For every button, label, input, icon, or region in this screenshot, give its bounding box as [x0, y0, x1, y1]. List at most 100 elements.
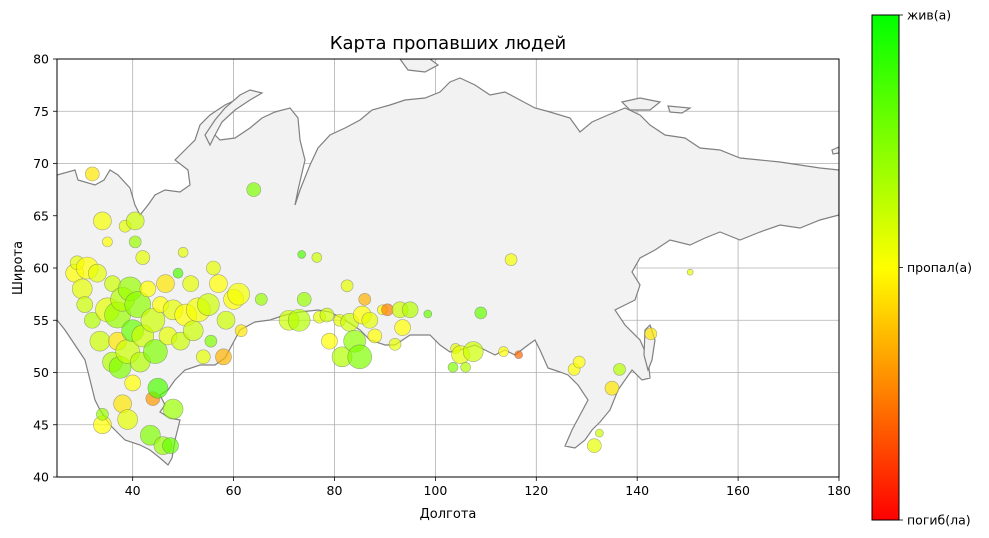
y-axis-label: Широта [11, 241, 26, 295]
x-tick-label: 60 [226, 483, 242, 498]
land-novaya-zemlya [204, 89, 264, 147]
data-point [209, 274, 228, 293]
data-point [117, 409, 138, 430]
colorbar-tick-label: пропал(а) [907, 260, 972, 275]
y-tick-label: 75 [33, 104, 49, 119]
data-point [587, 438, 602, 453]
data-point [156, 274, 175, 293]
data-point [358, 293, 372, 306]
data-point [196, 349, 211, 365]
data-point [162, 437, 179, 454]
data-point [71, 278, 93, 300]
data-point [88, 263, 107, 283]
data-point [474, 306, 488, 320]
y-axis-ticks: 40 45 50 55 60 65 70 75 80 [33, 52, 57, 485]
data-point [388, 337, 402, 351]
x-axis-label: Долгота [420, 507, 477, 522]
data-point [514, 350, 523, 360]
data-point [321, 332, 338, 350]
y-tick-label: 45 [33, 417, 49, 432]
data-point [572, 355, 586, 369]
data-point [125, 211, 145, 231]
data-point [128, 235, 142, 249]
data-point [143, 339, 168, 364]
land-severnaya-zemlya [399, 59, 440, 73]
data-point [462, 341, 484, 362]
data-point [227, 282, 250, 306]
data-point [460, 361, 471, 373]
scatter-points [65, 166, 694, 455]
data-point [504, 253, 518, 266]
data-point [287, 308, 311, 332]
data-point [498, 346, 509, 357]
chart-title: Карта пропавших людей [330, 33, 567, 54]
x-axis-ticks: 40 60 80 100 120 140 160 180 [125, 477, 851, 498]
x-tick-label: 140 [625, 483, 649, 498]
data-point [204, 334, 218, 348]
data-point [96, 407, 109, 421]
land-wrangel-island [831, 146, 839, 155]
data-point [89, 330, 111, 352]
data-point [135, 250, 151, 265]
data-point [394, 319, 411, 336]
data-point [686, 268, 694, 276]
y-tick-label: 40 [33, 470, 49, 485]
data-point [102, 236, 113, 248]
data-point [140, 307, 166, 333]
colorbar-tick-label: погиб(ла) [907, 513, 971, 528]
data-point [613, 363, 626, 376]
data-point [381, 303, 394, 317]
colorbar [871, 14, 900, 521]
x-tick-label: 160 [726, 483, 750, 498]
data-point [296, 292, 312, 307]
data-point [124, 291, 152, 318]
data-point [311, 252, 323, 263]
data-point [319, 307, 335, 323]
data-point [595, 428, 604, 438]
data-point [172, 267, 184, 279]
y-tick-label: 80 [33, 52, 49, 67]
data-point [423, 309, 433, 319]
data-point [182, 275, 199, 292]
data-point [216, 310, 236, 330]
data-point [182, 320, 204, 342]
x-tick-label: 40 [125, 483, 141, 498]
y-tick-label: 55 [33, 313, 49, 328]
data-point [206, 260, 221, 276]
data-point [246, 182, 262, 197]
data-point [347, 344, 373, 370]
colorbar-tick-label: жив(а) [907, 8, 951, 23]
data-point [340, 279, 354, 293]
data-point [84, 311, 101, 329]
data-point [604, 380, 620, 396]
data-point [644, 327, 658, 341]
data-point [147, 377, 169, 399]
x-tick-label: 120 [524, 483, 548, 498]
data-point [124, 374, 141, 392]
data-point [255, 293, 268, 306]
data-point [162, 398, 184, 420]
y-tick-label: 50 [33, 365, 49, 380]
land-new-siberian-islands [620, 97, 662, 111]
data-point [93, 211, 112, 231]
y-tick-label: 65 [33, 208, 49, 223]
x-tick-label: 80 [327, 483, 343, 498]
y-tick-label: 70 [33, 156, 49, 171]
data-point [140, 424, 161, 446]
data-point [139, 280, 157, 298]
data-point [297, 250, 306, 259]
colorbar-ticks: погиб(ла) пропал(а) жив(а) [899, 8, 972, 528]
data-point [401, 301, 419, 319]
land-new-siberian-islands-east [667, 105, 692, 114]
data-point [215, 348, 232, 366]
data-point [234, 324, 248, 338]
data-point [76, 296, 94, 313]
data-point [367, 328, 383, 344]
data-point [361, 311, 379, 329]
data-point [177, 247, 189, 258]
data-point [85, 166, 100, 182]
y-tick-label: 60 [33, 261, 49, 276]
data-point [197, 293, 220, 316]
x-tick-label: 100 [423, 483, 447, 498]
